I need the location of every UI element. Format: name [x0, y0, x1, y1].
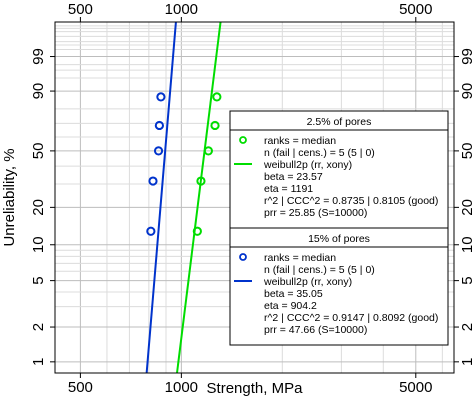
data-point	[148, 176, 158, 186]
data-point	[212, 92, 222, 102]
series-layer	[145, 22, 222, 373]
x-tick-label-top: 1000	[165, 1, 198, 18]
y-tick-label-right: 2	[459, 323, 474, 331]
legend-title: 2.5% of pores	[307, 116, 372, 128]
x-tick-label: 1000	[165, 379, 198, 396]
legend-entry: n (fail | cens.) = 5 (5 | 0)	[264, 264, 375, 276]
axes: 500 500 1000 1000 5000 5000 1 1 2 2 5 5 10 10 20 20 50 50…	[30, 1, 474, 396]
legend-point-symbol	[239, 253, 247, 261]
x-tick-label: 5000	[399, 379, 432, 396]
legend-entry: beta = 35.05	[264, 288, 323, 300]
y-tick-label: 50	[30, 143, 47, 160]
x-tick-label-top: 500	[68, 1, 93, 18]
data-point	[210, 120, 220, 131]
data-point	[154, 120, 164, 131]
legend-entry: n (fail | cens.) = 5 (5 | 0)	[264, 147, 375, 159]
legend-entry: eta = 1191	[264, 183, 313, 195]
y-axis-label: Unreliability, %	[1, 148, 18, 246]
y-tick-label: 20	[30, 199, 47, 216]
y-tick-label: 90	[30, 83, 47, 100]
y-tick-label-right: 1	[459, 358, 474, 366]
x-tick-label: 500	[68, 379, 93, 396]
data-point	[196, 176, 206, 186]
y-tick-label: 5	[30, 276, 47, 284]
legend-entry: r^2 | CCC^2 = 0.9147 | 0.8092 (good)	[264, 312, 438, 324]
fit-line	[145, 22, 177, 373]
y-tick-label-right: 5	[459, 276, 474, 284]
legend-entry: weibull2p (rr, xony)	[263, 159, 352, 171]
y-tick-label: 99	[30, 48, 47, 65]
data-point	[146, 226, 156, 236]
y-tick-label: 2	[30, 323, 47, 331]
legend-entry: prr = 25.85 (S=10000)	[264, 207, 367, 219]
legend-entry: prr = 47.66 (S=10000)	[264, 324, 367, 336]
y-tick-label-right: 99	[459, 48, 474, 65]
legend-entry: ranks = median	[264, 252, 336, 264]
legend-entry: eta = 904.2	[264, 300, 317, 312]
x-axis-label: Strength, MPa	[207, 380, 304, 397]
x-tick-label-top: 5000	[399, 1, 432, 18]
legend-entry: weibull2p (rr, xony)	[263, 276, 352, 288]
y-tick-label: 10	[30, 236, 47, 253]
legend-point-symbol	[239, 136, 247, 144]
data-point	[156, 92, 166, 102]
y-tick-label-right: 50	[459, 143, 474, 160]
legend-entry: ranks = median	[264, 135, 336, 147]
data-point	[203, 146, 213, 156]
legend-entry: beta = 23.57	[264, 171, 323, 183]
data-point	[192, 226, 202, 236]
y-tick-label: 1	[30, 358, 47, 366]
y-tick-label-right: 20	[459, 199, 474, 216]
fit-line	[175, 22, 222, 373]
legend-entry: r^2 | CCC^2 = 0.8735 | 0.8105 (good)	[264, 195, 438, 207]
y-tick-label-right: 10	[459, 236, 474, 253]
legend-title: 15% of pores	[308, 233, 370, 245]
data-point	[153, 146, 164, 156]
plot-frame	[54, 21, 455, 374]
y-tick-label-right: 90	[459, 83, 474, 100]
